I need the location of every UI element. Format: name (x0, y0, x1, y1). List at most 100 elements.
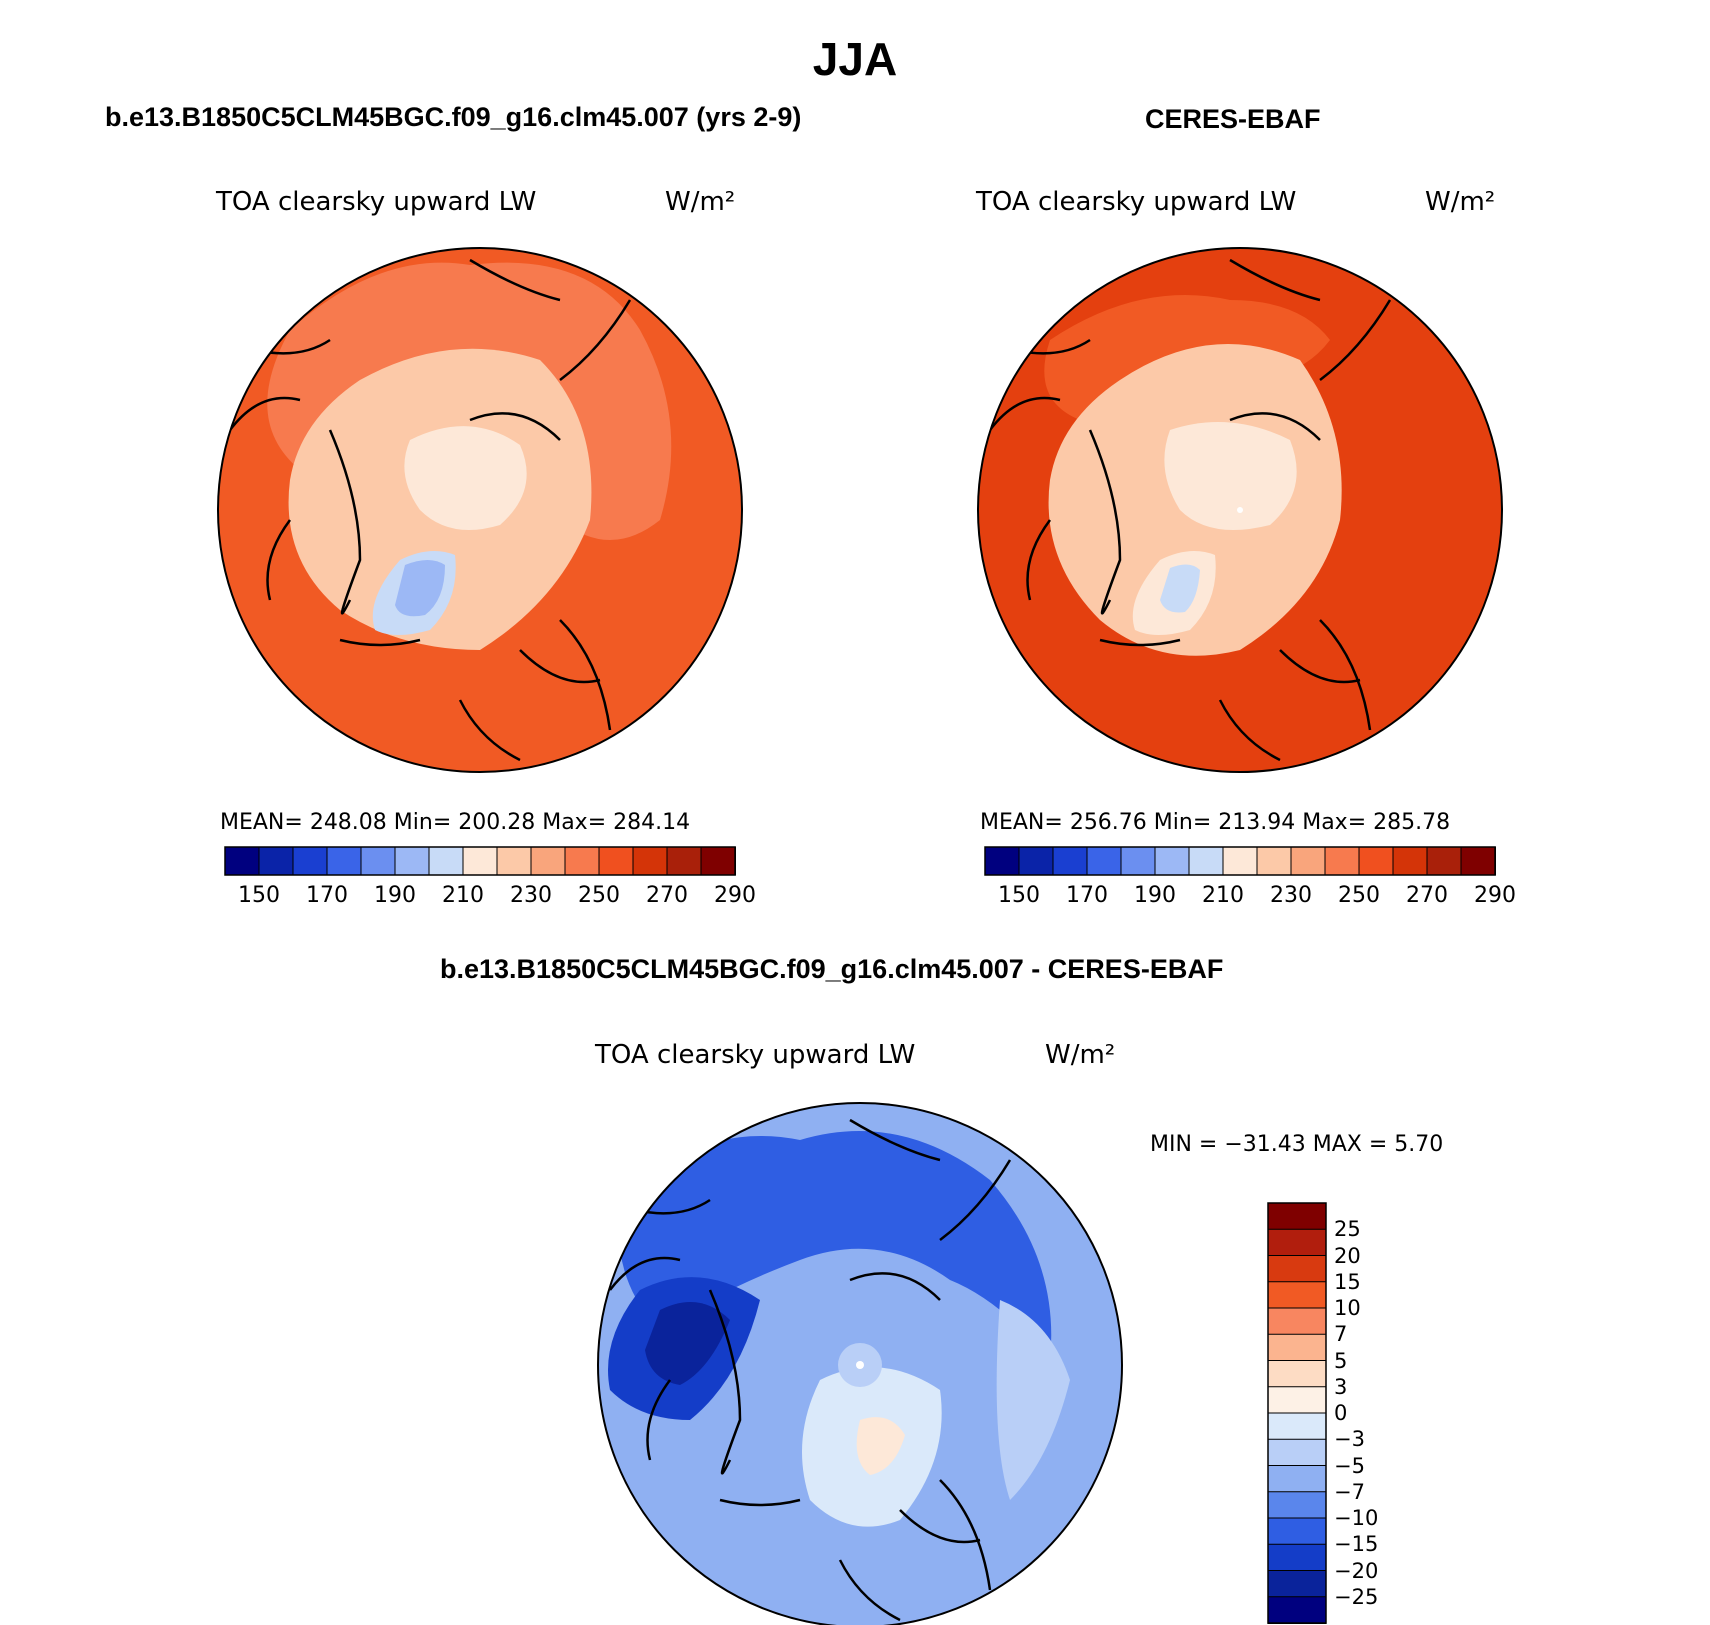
diff-colorbar-box (1267, 1570, 1327, 1598)
diff-colorbar-box (1267, 1596, 1327, 1624)
model-colorbar-box (496, 846, 532, 876)
model-colorbar-box (530, 846, 566, 876)
model-colorbar-tick-label: 230 (510, 883, 552, 908)
diff-colorbar-box (1267, 1360, 1327, 1388)
obs-colorbar-box (1358, 846, 1394, 876)
model-colorbar-tick-label: 250 (578, 883, 620, 908)
model-colorbar-box (428, 846, 464, 876)
model-colorbar-box (632, 846, 668, 876)
model-colorbar-frame (224, 846, 736, 876)
model-colorbar-tick-label: 190 (374, 883, 416, 908)
diff-colorbar-tick-label: 3 (1334, 1374, 1348, 1399)
diff-colorbar-frame (1267, 1202, 1327, 1624)
model-colorbar-box (326, 846, 362, 876)
obs-colorbar-box (1256, 846, 1292, 876)
model-units-label: W/m² (665, 187, 736, 217)
diff-colorbar-tick-label: 25 (1334, 1217, 1361, 1242)
obs-colorbar-tick-label: 150 (998, 883, 1040, 908)
diff-variable-label: TOA clearsky upward LW (595, 1040, 916, 1070)
diff-colorbar-box (1267, 1228, 1327, 1257)
diff-colorbar-tick-label: −10 (1334, 1506, 1379, 1530)
obs-pole-region (1164, 422, 1297, 530)
model-colorbar-tick-label: 290 (714, 883, 756, 908)
diff-colorbar-tick-label: 7 (1334, 1322, 1348, 1347)
diff-stats: MIN = −31.43 MAX = 5.70 (1150, 1132, 1444, 1157)
obs-panel-title: CERES-EBAF (1145, 104, 1321, 134)
obs-colorbar (984, 846, 1496, 876)
obs-greenland-core (1160, 564, 1200, 613)
obs-colorbar-frame (984, 846, 1496, 876)
diff-colorbar-box (1267, 1333, 1327, 1362)
diff-colorbar-box (1267, 1412, 1327, 1441)
obs-colorbar-tick-label: 270 (1406, 883, 1448, 908)
diff-colorbar-tick-label: −7 (1334, 1479, 1365, 1504)
model-colorbar-box (292, 846, 328, 876)
model-colorbar-box (564, 846, 600, 876)
diff-pole-marker (856, 1361, 864, 1369)
model-stats: MEAN= 248.08 Min= 200.28 Max= 284.14 (220, 810, 691, 835)
obs-colorbar-box (1018, 846, 1054, 876)
diff-colorbar-tick-label: 10 (1334, 1296, 1361, 1320)
model-map-border (217, 247, 743, 773)
model-colorbar-tick-label: 270 (646, 883, 688, 908)
model-colorbar-tick-label: 210 (442, 883, 484, 908)
diff-colorbar-box (1267, 1307, 1327, 1336)
diff-polar-map (598, 1103, 1122, 1625)
obs-colorbar-box (1188, 846, 1224, 876)
obs-colorbar-tick-label: 290 (1474, 883, 1516, 908)
diff-colorbar-box (1267, 1491, 1327, 1519)
diff-panel-title: b.e13.B1850C5CLM45BGC.f09_g16.clm45.007 … (440, 954, 1224, 984)
diff-light-region (996, 1300, 1070, 1500)
diff-colorbar-tick-label: −25 (1334, 1584, 1379, 1609)
obs-colorbar-box (1086, 846, 1122, 876)
diff-colorbar-box (1267, 1281, 1327, 1309)
diff-colorbar-tick-label: 0 (1334, 1401, 1348, 1425)
obs-colorbar-tick-label: 170 (1066, 883, 1108, 908)
model-colorbar-box (394, 846, 430, 876)
diff-very-negative (645, 1302, 730, 1385)
model-pole-region (404, 426, 527, 530)
model-colorbar-box (258, 846, 294, 876)
model-polar-map (218, 248, 742, 772)
obs-colorbar-tick-label: 190 (1134, 883, 1176, 908)
obs-variable-label: TOA clearsky upward LW (976, 187, 1297, 217)
obs-colorbar-box (1426, 846, 1462, 876)
diff-coastlines (609, 1118, 1012, 1622)
obs-units-label: W/m² (1425, 187, 1496, 217)
diff-colorbar-tick-label: 15 (1334, 1269, 1361, 1294)
obs-colorbar-tick-label: 210 (1202, 883, 1244, 908)
diff-colorbar-box (1267, 1517, 1327, 1546)
diff-colorbar-tick-label: 5 (1334, 1348, 1348, 1373)
model-panel-title: b.e13.B1850C5CLM45BGC.f09_g16.clm45.007 … (105, 102, 802, 132)
diff-units-label: W/m² (1045, 1040, 1116, 1070)
page-title: JJA (812, 33, 898, 85)
model-colorbar-box (598, 846, 634, 876)
diff-colorbar-box (1267, 1438, 1327, 1467)
diff-colorbar-box (1267, 1202, 1327, 1231)
diff-colorbar-tick-label: −20 (1334, 1558, 1379, 1583)
diff-colorbar-box (1267, 1465, 1327, 1493)
diff-colorbar-box (1267, 1255, 1327, 1283)
model-colorbar-box (462, 846, 498, 876)
obs-colorbar-box (1052, 846, 1088, 876)
model-greenland-core (395, 560, 445, 617)
model-colorbar-box (666, 846, 702, 876)
model-colorbar-box (700, 846, 736, 876)
diff-colorbar-tick-label: −5 (1334, 1453, 1365, 1478)
obs-colorbar-box (1222, 846, 1258, 876)
model-colorbar-tick-label: 150 (238, 883, 280, 908)
obs-colorbar-box (1290, 846, 1326, 876)
model-colorbar-box (360, 846, 396, 876)
obs-colorbar-box (1324, 846, 1360, 876)
model-colorbar (224, 846, 736, 876)
model-colorbar-tick-label: 170 (306, 883, 348, 908)
diff-colorbar-tick-label: −3 (1334, 1427, 1365, 1452)
model-variable-label: TOA clearsky upward LW (216, 187, 537, 217)
obs-colorbar-box (984, 846, 1020, 876)
model-colorbar-box (224, 846, 260, 876)
obs-polar-map (978, 248, 1502, 772)
obs-colorbar-tick-label: 250 (1338, 883, 1380, 908)
diff-map-border (597, 1102, 1123, 1625)
diff-colorbar (1267, 1202, 1327, 1624)
